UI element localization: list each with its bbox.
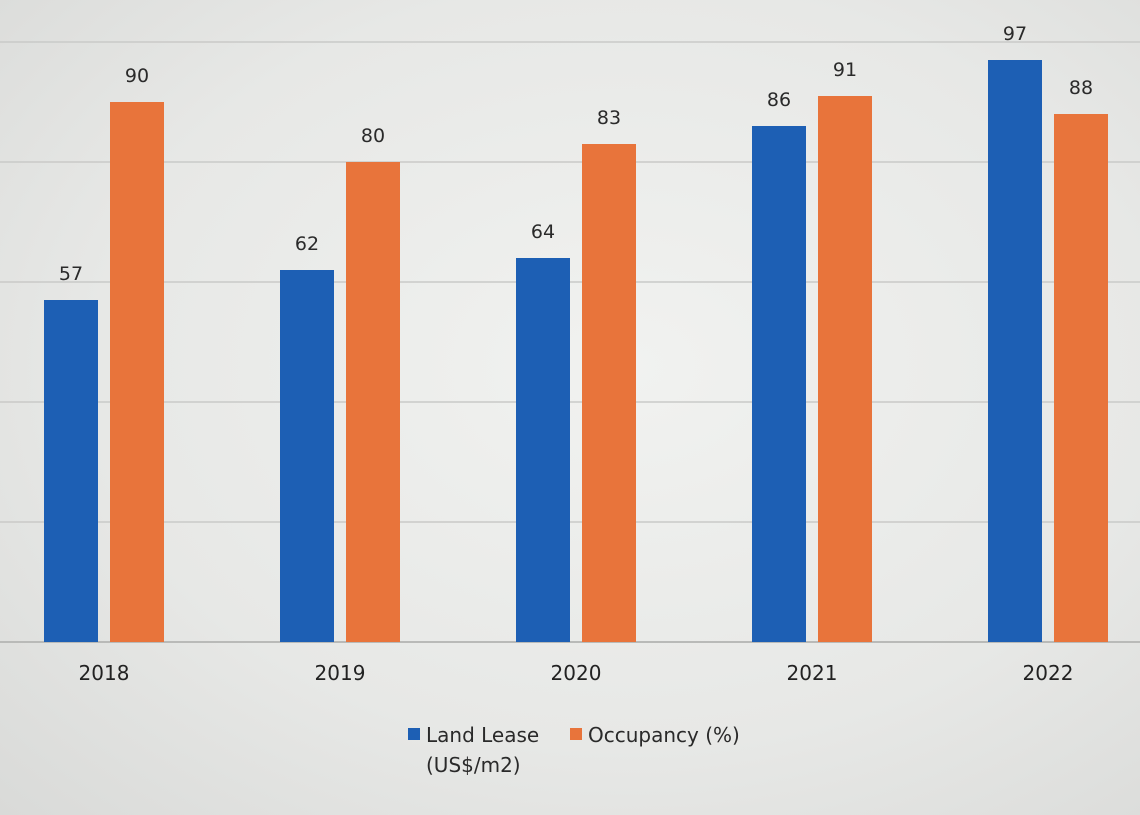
legend-item-land-lease: Land Lease (US$/m2) [408,720,556,780]
category-label-2018: 2018 [79,661,130,685]
data-label-land-lease-2022: 97 [1003,23,1027,45]
bar-land-lease-2020 [516,258,570,642]
data-label-occupancy-2020: 83 [597,107,621,129]
data-label-occupancy-2021: 91 [833,59,857,81]
data-label-land-lease-2018: 57 [59,263,83,285]
bar-land-lease-2019 [280,270,334,642]
legend-label-occupancy: Occupancy (%) [588,723,740,747]
bar-occupancy-2020 [582,144,636,642]
data-label-land-lease-2021: 86 [767,89,791,111]
bar-land-lease-2018 [44,300,98,642]
bar-land-lease-2021 [752,126,806,642]
legend-item-occupancy: Occupancy (%) [570,720,740,750]
bar-occupancy-2021 [818,96,872,642]
bar-occupancy-2022 [1054,114,1108,642]
legend-label-land-lease: Land Lease (US$/m2) [426,723,540,777]
data-labels: 57 90 62 80 64 83 86 91 97 88 [59,23,1093,285]
data-label-land-lease-2020: 64 [531,221,555,243]
category-label-2020: 2020 [551,661,602,685]
category-label-2021: 2021 [787,661,838,685]
data-label-occupancy-2019: 80 [361,125,385,147]
legend-swatch-land-lease [408,728,420,740]
category-labels: 2018 2019 2020 2021 2022 [79,661,1074,685]
bars [44,60,1108,642]
bar-occupancy-2019 [346,162,400,642]
category-label-2022: 2022 [1023,661,1074,685]
bar-occupancy-2018 [110,102,164,642]
bar-land-lease-2022 [988,60,1042,642]
data-label-occupancy-2018: 90 [125,65,149,87]
legend-swatch-occupancy [570,728,582,740]
data-label-land-lease-2019: 62 [295,233,319,255]
category-label-2019: 2019 [315,661,366,685]
data-label-occupancy-2022: 88 [1069,77,1093,99]
legend: Land Lease (US$/m2) Occupancy (%) [408,720,740,780]
